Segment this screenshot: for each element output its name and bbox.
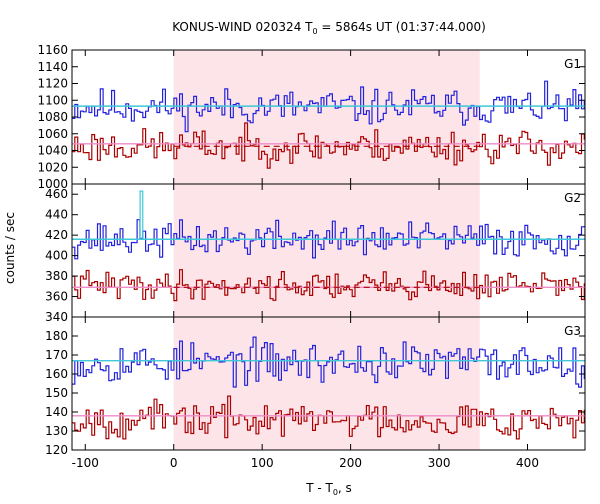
y-tick-label: 360	[45, 290, 68, 304]
chart-title-main: KONUS-WIND 020324 T	[172, 20, 313, 34]
chart-title-rest: = 5864s UT (01:37:44.000)	[318, 20, 486, 34]
panels-group: 100010201040106010801100112011401160G134…	[37, 43, 586, 470]
y-tick-label: 140	[45, 405, 68, 419]
y-tick-label: 460	[45, 187, 68, 201]
x-tick-label: 300	[428, 456, 451, 470]
panel-label: G3	[564, 324, 581, 338]
y-tick-label: 380	[45, 269, 68, 283]
panel-label: G2	[564, 191, 581, 205]
x-tick-label: -100	[72, 456, 99, 470]
y-tick-label: 170	[45, 348, 68, 362]
chart-title: KONUS-WIND 020324 T0 = 5864s UT (01:37:4…	[172, 20, 486, 36]
lower-series-line	[72, 395, 585, 440]
x-tick-label: 0	[170, 456, 178, 470]
y-tick-label: 180	[45, 329, 68, 343]
chart-title-subscript: 0	[312, 27, 317, 36]
upper-series-line	[72, 219, 585, 260]
y-tick-label: 420	[45, 228, 68, 242]
lower-series-line	[72, 122, 585, 169]
upper-series-line	[72, 336, 585, 388]
y-tick-label: 1060	[37, 127, 68, 141]
y-tick-label: 400	[45, 249, 68, 263]
panel-g3: 120 130 140 150 160 170 180 -100 0 100 200 300 400 G3	[45, 316, 586, 470]
y-tick-label: 160	[45, 367, 68, 381]
y-tick-label: 1100	[37, 93, 68, 107]
y-tick-label: 1140	[37, 60, 68, 74]
x-axis-label-main: T - T	[305, 481, 333, 495]
y-axis-label: counts / sec	[3, 212, 17, 284]
y-tick-label: 340	[45, 310, 68, 324]
lower-series-line	[72, 269, 585, 302]
panel-label: G1	[564, 57, 581, 71]
y-tick-label: 130	[45, 424, 68, 438]
y-tick-label: 1120	[37, 77, 68, 91]
upper-series-line	[72, 80, 585, 133]
shaded-interval	[173, 317, 480, 450]
x-axis-label: T - T0, s	[305, 481, 352, 497]
shaded-interval	[173, 50, 480, 184]
y-tick-label: 1000	[37, 177, 68, 191]
y-tick-label: 1040	[37, 144, 68, 158]
x-tick-label: 100	[251, 456, 274, 470]
x-tick-label: 400	[516, 456, 539, 470]
y-tick-label: 120	[45, 443, 68, 457]
panel-g2: 340 360 380 400 420 440 460 G2	[45, 183, 586, 324]
panel-g1: 1000 1020 1040 1060 1080 1100 1120 1140 1160 G1	[37, 43, 586, 191]
panel-frame	[71, 316, 586, 451]
y-tick-label: 150	[45, 386, 68, 400]
x-tick-label: 200	[339, 456, 362, 470]
y-tick-label: 1080	[37, 110, 68, 124]
y-tick-label: 1020	[37, 160, 68, 174]
x-axis-label-rest: , s	[338, 481, 352, 495]
y-tick-label: 1160	[37, 43, 68, 57]
x-axis-label-subscript: 0	[333, 488, 338, 497]
y-tick-label: 440	[45, 208, 68, 222]
spike-mark	[139, 190, 144, 240]
